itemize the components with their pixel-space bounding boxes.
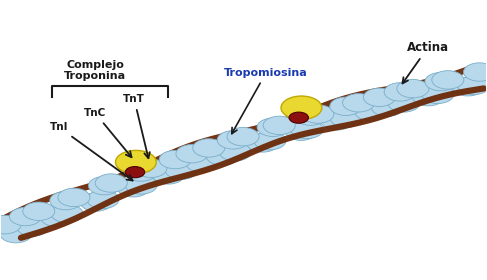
- Circle shape: [458, 76, 487, 95]
- Circle shape: [125, 176, 157, 194]
- Circle shape: [281, 96, 322, 120]
- Circle shape: [422, 85, 454, 104]
- Circle shape: [397, 80, 429, 98]
- Text: Actina: Actina: [403, 41, 449, 83]
- Circle shape: [257, 118, 289, 136]
- Circle shape: [0, 216, 21, 234]
- Circle shape: [135, 159, 167, 178]
- Circle shape: [152, 166, 184, 184]
- Circle shape: [425, 73, 457, 91]
- Circle shape: [363, 88, 395, 106]
- Circle shape: [95, 174, 127, 192]
- Text: Complejo
Troponina: Complejo Troponina: [64, 60, 127, 81]
- Circle shape: [384, 83, 416, 101]
- Circle shape: [80, 193, 112, 211]
- Circle shape: [254, 131, 286, 150]
- Circle shape: [289, 112, 308, 123]
- Circle shape: [186, 154, 218, 172]
- Circle shape: [227, 127, 259, 146]
- Circle shape: [50, 192, 82, 210]
- Circle shape: [117, 179, 150, 197]
- Circle shape: [17, 218, 49, 236]
- Circle shape: [388, 94, 420, 112]
- Circle shape: [206, 147, 238, 165]
- Circle shape: [51, 204, 83, 223]
- Circle shape: [371, 98, 403, 116]
- Circle shape: [295, 107, 327, 125]
- Circle shape: [302, 105, 334, 123]
- Circle shape: [0, 225, 32, 243]
- Circle shape: [321, 112, 353, 130]
- Circle shape: [432, 71, 464, 89]
- Circle shape: [412, 87, 445, 106]
- Circle shape: [125, 167, 145, 178]
- Circle shape: [330, 97, 362, 115]
- Circle shape: [115, 150, 156, 174]
- Circle shape: [343, 94, 375, 112]
- Circle shape: [246, 134, 279, 152]
- Circle shape: [88, 176, 120, 195]
- Circle shape: [330, 109, 362, 127]
- Circle shape: [285, 122, 317, 140]
- Circle shape: [355, 102, 387, 121]
- Text: TnC: TnC: [84, 108, 131, 157]
- Circle shape: [40, 208, 73, 227]
- Circle shape: [87, 190, 119, 209]
- Circle shape: [125, 163, 157, 181]
- Text: TnT: TnT: [123, 94, 150, 158]
- Text: TnI: TnI: [50, 122, 132, 181]
- Circle shape: [464, 63, 487, 81]
- Text: Tropomiosina: Tropomiosina: [224, 68, 308, 134]
- Circle shape: [176, 144, 208, 163]
- Circle shape: [58, 188, 90, 207]
- Circle shape: [159, 150, 191, 169]
- Circle shape: [9, 207, 41, 226]
- Circle shape: [217, 131, 249, 149]
- Circle shape: [165, 161, 197, 179]
- Circle shape: [291, 120, 323, 139]
- Circle shape: [219, 143, 251, 161]
- Circle shape: [23, 202, 55, 220]
- Circle shape: [193, 139, 225, 157]
- Circle shape: [263, 116, 295, 135]
- Circle shape: [452, 78, 484, 96]
